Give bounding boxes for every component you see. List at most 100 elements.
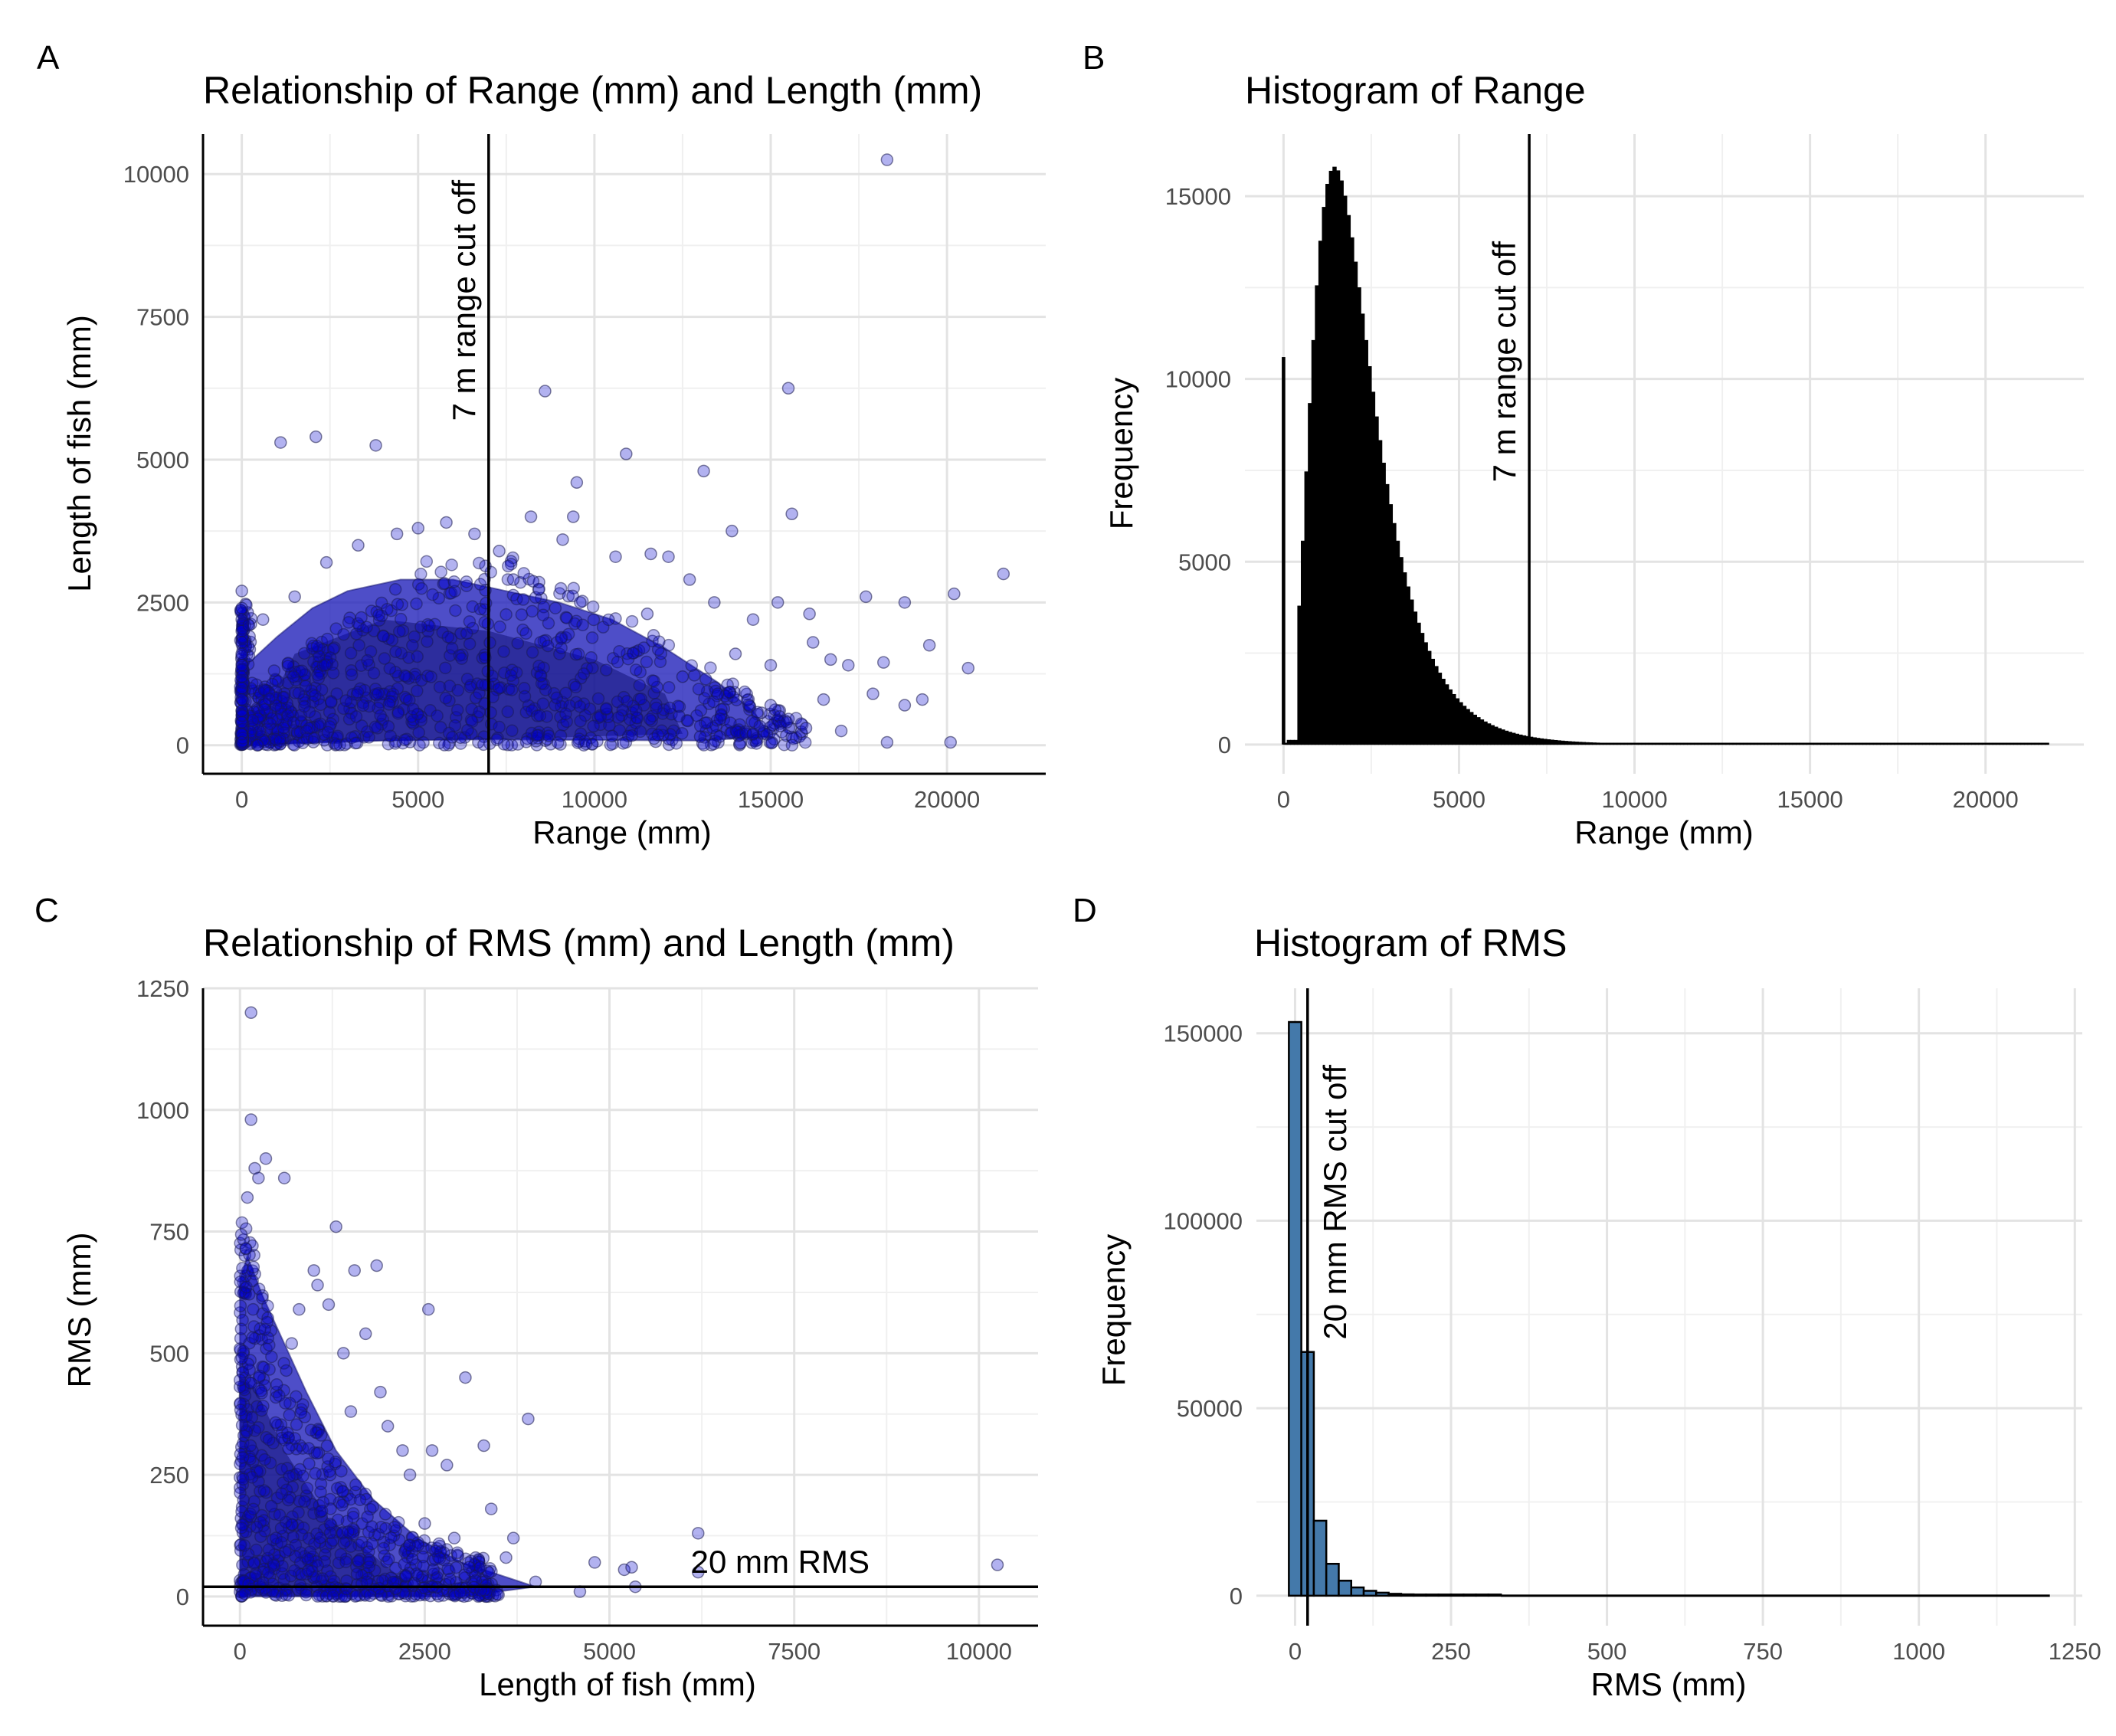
panel-b-bar bbox=[1803, 742, 1807, 745]
panel-c-point bbox=[336, 1499, 349, 1512]
panel-c-point bbox=[625, 1561, 638, 1574]
panel-a-point bbox=[234, 604, 247, 617]
panel-b-bar bbox=[1683, 742, 1688, 745]
panel-a-point bbox=[602, 613, 615, 627]
panel-b-bar bbox=[1932, 742, 1937, 745]
panel-a-point bbox=[382, 720, 395, 733]
panel-c-point bbox=[283, 1397, 296, 1410]
panel-c-point bbox=[290, 1418, 303, 1431]
panel-b-bar bbox=[1479, 719, 1485, 745]
panel-c-point bbox=[459, 1371, 472, 1384]
panel-c-point bbox=[288, 1432, 302, 1445]
panel-a-point bbox=[384, 729, 397, 742]
panel-a-point bbox=[662, 680, 676, 694]
panel-a-point bbox=[567, 510, 580, 523]
panel-b-bar bbox=[1282, 357, 1286, 745]
panel-c-point bbox=[340, 1582, 353, 1596]
panel-a-point bbox=[473, 556, 486, 570]
panel-b-bar bbox=[1459, 702, 1463, 745]
panel-a-point bbox=[570, 476, 584, 490]
panel-b-bar bbox=[1718, 742, 1723, 745]
panel-c-point bbox=[315, 1504, 329, 1518]
panel-a-point bbox=[308, 689, 322, 703]
panel-b-bar bbox=[1865, 742, 1871, 745]
panel-c-point bbox=[247, 1502, 260, 1516]
panel-a-point bbox=[388, 583, 402, 596]
panel-b-bar bbox=[1308, 403, 1312, 745]
panel-a-point bbox=[319, 555, 333, 569]
panel-b-bar bbox=[1399, 557, 1404, 745]
panel-a-point bbox=[785, 507, 798, 521]
panel-c-point bbox=[337, 1347, 350, 1360]
panel-a-point bbox=[877, 656, 890, 669]
panel-a-point bbox=[715, 703, 728, 716]
panel-c-point bbox=[235, 1351, 248, 1364]
panel-b-bar bbox=[1764, 742, 1769, 745]
panel-c-xlabel: Length of fish (mm) bbox=[479, 1666, 756, 1702]
panel-b-bar bbox=[1332, 166, 1337, 745]
panel-a-point bbox=[781, 382, 795, 395]
panel-d-bar bbox=[1412, 1594, 1427, 1597]
panel-a-point bbox=[450, 703, 464, 717]
panel-c-point bbox=[359, 1327, 372, 1341]
panel-a-point bbox=[524, 510, 538, 523]
panel-a-point bbox=[367, 667, 381, 680]
panel-d-bars bbox=[1288, 1020, 2050, 1597]
panel-c-point bbox=[319, 1589, 333, 1603]
panel-c-point bbox=[362, 1553, 375, 1567]
panel-letter-a: A bbox=[37, 39, 60, 77]
panel-c-point bbox=[370, 1259, 383, 1273]
panel-a-point bbox=[468, 527, 481, 541]
panel-a-point bbox=[817, 693, 830, 706]
panel-a-point bbox=[681, 714, 695, 728]
panel-a-point bbox=[539, 683, 552, 696]
panel-b-bar bbox=[1322, 207, 1326, 745]
panel-d-bar bbox=[1288, 1020, 1302, 1597]
panel-a-point bbox=[916, 693, 929, 706]
panel-a-grid bbox=[203, 134, 1046, 774]
panel-c-point bbox=[374, 1385, 387, 1399]
panel-c-point bbox=[277, 1171, 291, 1184]
panel-d-bar bbox=[1463, 1594, 1477, 1597]
panel-d-bar bbox=[1400, 1593, 1415, 1597]
panel-a-point bbox=[267, 664, 281, 677]
panel-b-bar bbox=[1659, 742, 1663, 745]
panel-b-title: Histogram of Range bbox=[1245, 69, 1586, 112]
panel-b-bar bbox=[1746, 742, 1751, 745]
panel-a-point bbox=[484, 706, 497, 719]
panel-c-point bbox=[313, 1531, 327, 1544]
panel-a-point bbox=[253, 725, 266, 738]
panel-b-bar bbox=[1672, 742, 1678, 745]
panel-a-point bbox=[235, 727, 248, 741]
panel-c-point bbox=[421, 1302, 435, 1316]
panel-b-bar bbox=[1767, 742, 1772, 745]
panel-c-x-tick-label: 2500 bbox=[398, 1638, 451, 1665]
panel-c-point bbox=[433, 1552, 447, 1565]
panel-a-point bbox=[539, 385, 552, 398]
panel-c-point bbox=[302, 1564, 315, 1577]
panel-b-bar bbox=[1943, 742, 1947, 745]
panel-a-point bbox=[382, 698, 396, 711]
panel-a-point bbox=[562, 589, 575, 603]
panel-b-x-tick-label: 15000 bbox=[1777, 786, 1843, 813]
panel-c-y-tick-label: 1000 bbox=[136, 1097, 189, 1124]
panel-a-point bbox=[765, 736, 778, 750]
panel-c-point bbox=[244, 1113, 257, 1126]
panel-a-point bbox=[407, 703, 420, 716]
panel-c-point bbox=[281, 1493, 295, 1507]
panel-a-point bbox=[519, 627, 532, 640]
panel-b-bar bbox=[1620, 742, 1625, 745]
panel-a-point bbox=[235, 681, 248, 695]
panel-c-point bbox=[258, 1323, 271, 1336]
panel-a-point bbox=[449, 604, 462, 617]
panel-a-point bbox=[287, 716, 300, 729]
panel-a-point bbox=[486, 690, 500, 703]
panel-c-point bbox=[344, 1492, 357, 1506]
panel-c-point bbox=[309, 1467, 322, 1480]
panel-b-bar bbox=[1521, 735, 1527, 745]
panel-a-point bbox=[463, 637, 477, 650]
panel-c-point bbox=[237, 1539, 251, 1552]
panel-a-point bbox=[274, 436, 287, 449]
panel-c-point bbox=[240, 1280, 253, 1294]
panel-a-point bbox=[235, 659, 248, 672]
